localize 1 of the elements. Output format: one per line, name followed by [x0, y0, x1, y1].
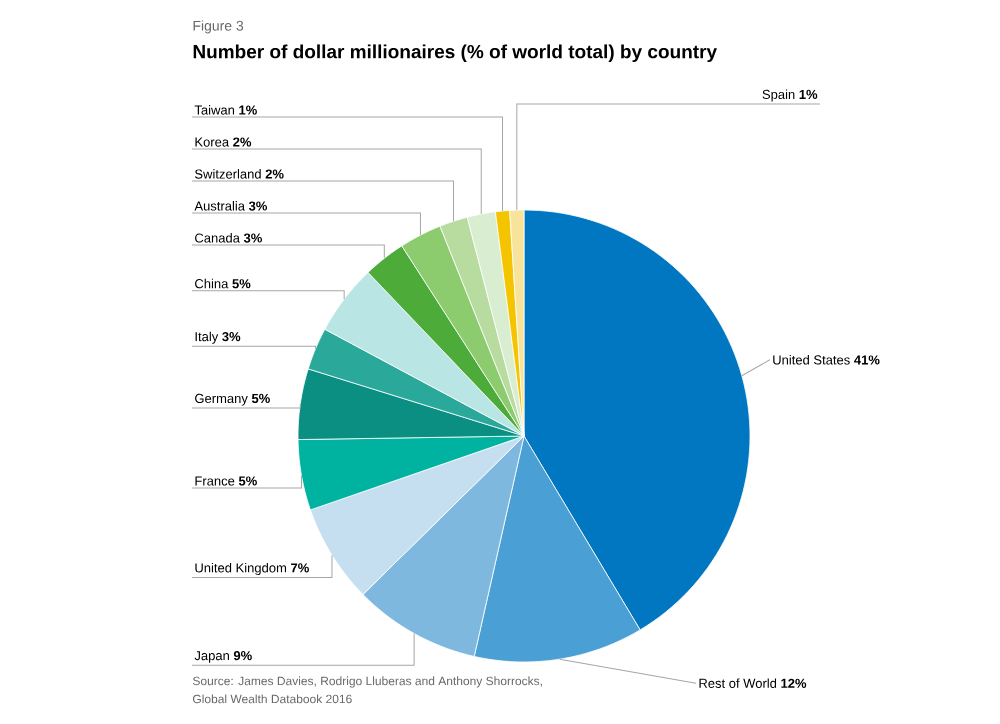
chart-title: Number of dollar millionaires (% of world total) by country [193, 44, 717, 63]
